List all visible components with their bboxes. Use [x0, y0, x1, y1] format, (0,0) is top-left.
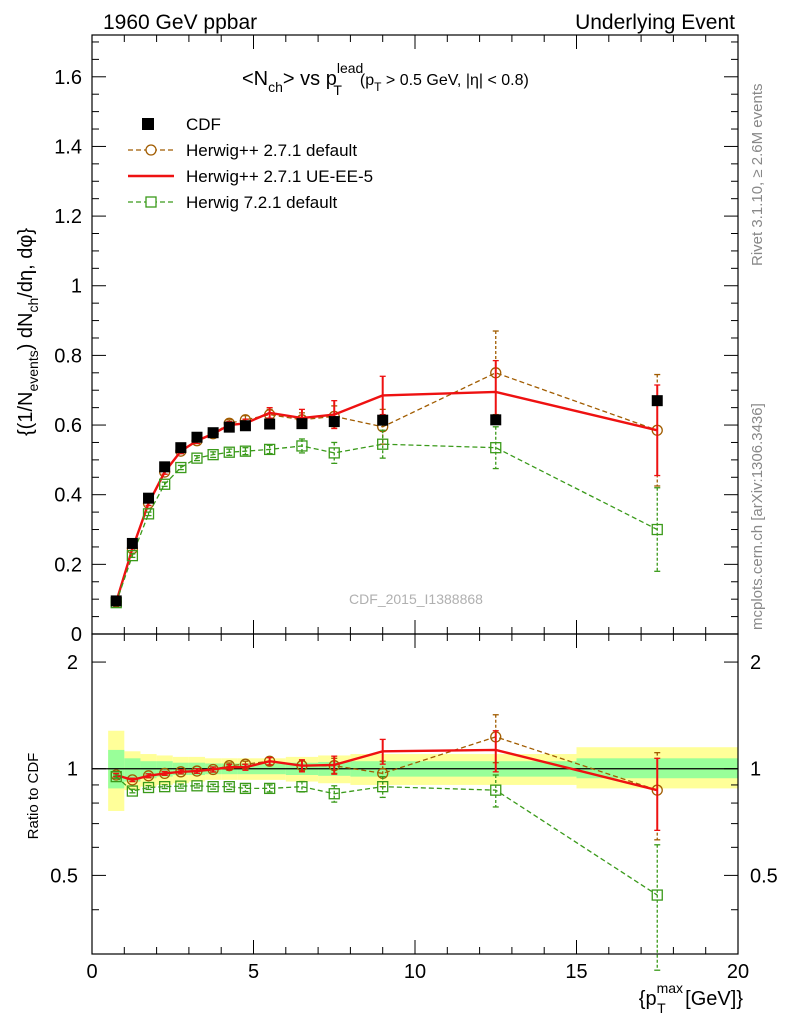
- main-y-axis-label: {(1/Nevents) dNch/dη, dφ}: [15, 228, 41, 436]
- herwig-default-ratio-point: [223, 760, 235, 772]
- energy-label: 1960 GeV ppbar: [103, 11, 257, 34]
- y-tick-label: 0.4: [54, 485, 82, 507]
- cdf-point: [490, 414, 502, 426]
- x-tick-label: 0: [86, 961, 97, 983]
- cdf-point: [207, 427, 219, 439]
- herwig72-default-point: [296, 440, 308, 452]
- legend-herwig72-default-label: Herwig 7.2.1 default: [186, 193, 337, 212]
- herwig72-default-ratio-point: [651, 889, 663, 901]
- main-panel: [110, 330, 663, 609]
- herwig72-default-ratio-point: [239, 782, 252, 795]
- cdf-point: [175, 442, 187, 454]
- ratio-y-tick-label: 2: [67, 652, 78, 674]
- ratio-y-tick-label: 1: [67, 759, 78, 781]
- cdf-point: [296, 418, 308, 430]
- ratio-frame: [91, 633, 739, 955]
- cdf-point: [143, 492, 155, 504]
- cdf-point: [377, 414, 389, 426]
- y-tick-label: 1: [71, 276, 82, 298]
- herwig72-default-ratio-point: [159, 781, 171, 793]
- herwig72-default-point: [328, 447, 340, 459]
- axes: 0 5 10 15 20 0 0.2 0.4 0.6 0.8 1 1.2 1.4 1.6 0.5 0.5 1 1 2…: [50, 35, 778, 983]
- y-tick-label: 0: [71, 624, 82, 646]
- cdf-point: [126, 537, 138, 549]
- cdf-point: [191, 431, 203, 443]
- cdf-point: [328, 416, 340, 428]
- herwig72-default-ratio-point: [490, 784, 502, 796]
- ratio-y-tick-label: 0.5: [50, 865, 78, 887]
- herwig-default-ratio-point: [126, 774, 139, 786]
- cdf-point: [651, 395, 663, 407]
- herwig72-default-point: [651, 523, 663, 536]
- legend: CDF Herwig++ 2.7.1 default Herwig++ 2.7.1 …: [128, 115, 373, 212]
- herwig72-default-point: [142, 508, 155, 520]
- y-tick-label: 0.8: [54, 345, 82, 367]
- legend-herwig72-default-marker: [145, 196, 157, 208]
- legend-cdf-marker: [142, 118, 154, 130]
- herwig72-default-point: [126, 549, 139, 562]
- legend-herwig-ue-ee-5-label: Herwig++ 2.7.1 UE-EE-5: [186, 167, 373, 186]
- plot-title: <Nch> vs plead T(pT > 0.5 GeV, |η| < 0.8): [242, 60, 529, 98]
- y-tick-label: 1.6: [54, 67, 82, 89]
- process-label: Underlying Event: [575, 11, 735, 34]
- legend-herwig-default-marker: [145, 144, 157, 156]
- herwig72-default-point: [263, 443, 276, 456]
- herwig72-default-ratio-point: [223, 781, 235, 793]
- ratio-y-axis-label: Ratio to CDF: [25, 753, 42, 840]
- cdf-point: [223, 421, 235, 433]
- x-tick-label: 5: [248, 961, 259, 983]
- ratio-panel: [110, 714, 663, 971]
- y-tick-label: 1.2: [54, 206, 82, 228]
- cdf-point: [159, 461, 171, 473]
- herwig72-default-ratio-point: [110, 770, 122, 783]
- herwig-default-line: [115, 372, 658, 603]
- herwig72-default-ratio-point: [142, 781, 155, 794]
- cdf-point: [239, 420, 251, 432]
- herwig72-default-ratio-point: [377, 781, 389, 793]
- herwig72-default-ratio-line: [115, 776, 658, 896]
- x-tick-label: 15: [565, 961, 587, 983]
- herwig72-default-point: [239, 445, 252, 457]
- herwig72-default-ratio-point: [175, 780, 187, 792]
- legend-herwig-default-label: Herwig++ 2.7.1 default: [186, 141, 357, 160]
- x-tick-label: 10: [404, 961, 426, 983]
- y-tick-label: 0.6: [54, 415, 82, 437]
- herwig72-default-ratio-point: [126, 785, 139, 797]
- herwig72-default-ratio-point: [191, 780, 203, 792]
- y-tick-label: 0.2: [54, 554, 82, 576]
- herwig72-default-point: [207, 448, 219, 461]
- rivet-label: Rivet 3.1.10, ≥ 2.6M events: [749, 84, 766, 267]
- legend-cdf-label: CDF: [186, 115, 221, 134]
- herwig72-default-point: [191, 452, 203, 464]
- x-tick-label: 20: [727, 961, 749, 983]
- herwig72-default-point: [223, 446, 235, 458]
- cdf-point: [264, 418, 276, 430]
- herwig72-default-ratio-point: [207, 781, 219, 793]
- cdf-point: [110, 595, 122, 607]
- mcplots-label: mcplots.cern.ch [arXiv:1306.3436]: [749, 403, 766, 630]
- herwig72-default-point: [175, 461, 187, 474]
- analysis-watermark: CDF_2015_I1388868: [349, 591, 483, 607]
- herwig72-default-point: [377, 438, 389, 450]
- herwig72-default-point: [490, 442, 502, 454]
- herwig72-default-ratio-point: [296, 781, 308, 793]
- ratio-y-tick-label-right: 2: [750, 652, 761, 674]
- herwig72-default-point: [159, 478, 171, 490]
- herwig72-default-ratio-point: [328, 788, 340, 800]
- herwig72-default-ratio-point: [263, 782, 276, 795]
- y-tick-label: 1.4: [54, 136, 82, 158]
- ratio-y-tick-label-right: 1: [750, 759, 761, 781]
- x-axis-label: {pmax T [GeV]}: [639, 980, 744, 1016]
- herwig72-default-line: [115, 443, 658, 603]
- ratio-y-tick-label-right: 0.5: [750, 865, 778, 887]
- inner-band: [124, 758, 141, 782]
